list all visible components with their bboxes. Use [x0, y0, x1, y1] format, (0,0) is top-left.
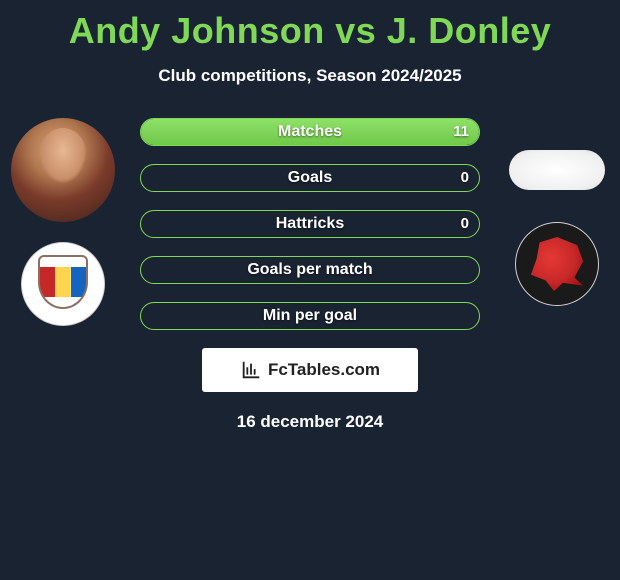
comparison-subtitle: Club competitions, Season 2024/2025 — [0, 66, 620, 86]
right-club-logo — [515, 222, 599, 306]
stat-row: Goals0 — [140, 164, 480, 192]
generation-date: 16 december 2024 — [0, 412, 620, 432]
stats-bars: Matches11Goals0Hattricks0Goals per match… — [140, 118, 480, 330]
stat-label: Goals per match — [141, 257, 479, 283]
brand-text: FcTables.com — [268, 360, 380, 380]
stat-value-right: 0 — [461, 165, 469, 191]
stat-label: Goals — [141, 165, 479, 191]
left-player-column — [8, 118, 118, 326]
right-player-photo — [509, 150, 605, 190]
stat-label: Hattricks — [141, 211, 479, 237]
comparison-content: Matches11Goals0Hattricks0Goals per match… — [0, 118, 620, 432]
right-player-column — [502, 118, 612, 306]
stat-row: Goals per match — [140, 256, 480, 284]
stat-row: Matches11 — [140, 118, 480, 146]
left-club-logo — [21, 242, 105, 326]
stat-value-right: 0 — [461, 211, 469, 237]
stat-label: Matches — [141, 119, 479, 145]
stat-row: Min per goal — [140, 302, 480, 330]
brand-badge: FcTables.com — [202, 348, 418, 392]
chart-icon — [240, 359, 262, 381]
left-player-photo — [11, 118, 115, 222]
stat-row: Hattricks0 — [140, 210, 480, 238]
stat-value-right: 11 — [453, 119, 469, 145]
comparison-title: Andy Johnson vs J. Donley — [0, 0, 620, 52]
stat-label: Min per goal — [141, 303, 479, 329]
